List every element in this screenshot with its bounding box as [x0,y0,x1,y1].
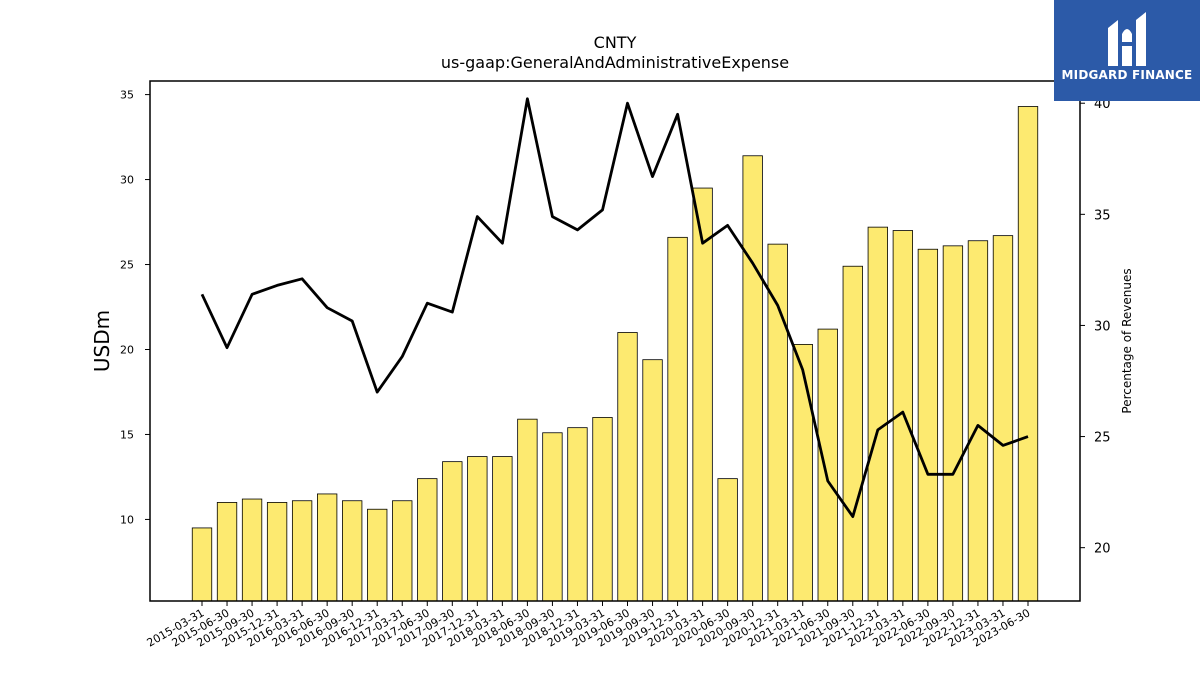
bar [817,328,838,602]
bar [942,245,964,602]
y2-tick-label: 30 [1094,319,1111,334]
bar [417,478,438,602]
y2-axis-label: Percentage of Revenues [1120,268,1134,413]
bar [842,265,863,602]
chart-subtitle: us-gaap:GeneralAndAdministrativeExpense [441,53,789,72]
y-tick-label: 35 [120,89,134,102]
bar [667,236,688,602]
bar [342,500,363,602]
bar [992,235,1014,602]
bar [467,456,488,602]
y-tick-label: 25 [120,259,134,272]
bar [792,343,813,602]
bar [392,500,413,602]
bar [617,332,638,602]
bar [517,418,538,602]
midgard-logo-icon [1108,12,1146,66]
y-tick-label: 10 [120,513,134,526]
y-tick-label: 30 [120,174,134,187]
bar [642,359,663,602]
bar [967,240,989,602]
brand-name: MIDGARD FINANCE [1061,68,1193,82]
bar [567,427,588,602]
bar [867,226,888,602]
bar [241,498,263,602]
y-tick-label: 20 [120,343,134,356]
bar [367,508,388,602]
bar [317,493,338,602]
brand-logo: MIDGARD FINANCE [1054,0,1200,101]
bar [216,502,238,602]
bar [742,155,763,602]
bar [1017,106,1039,602]
bar [542,432,563,602]
percentage-line [200,97,1029,518]
bar-series [191,106,1039,602]
y-tick-label: 15 [120,428,134,441]
y2-tick-label: 20 [1094,542,1111,557]
chart-title: CNTY [594,33,637,52]
y-axis-label: USDm [90,310,114,372]
bar [291,500,313,602]
bar [191,527,213,602]
bar [692,187,713,602]
bar [917,248,939,602]
x-axis-ticks: 2015-03-312015-06-302015-09-302015-12-31… [145,601,1033,650]
bar [592,417,613,602]
y2-tick-label: 25 [1094,431,1111,446]
plot-frame [149,80,1081,602]
left-axis-ticks: 10 15 20 25 30 35 [120,89,150,526]
bar [442,461,463,602]
bar [767,243,788,602]
y2-tick-label: 35 [1094,208,1111,223]
bar [717,478,738,602]
bar [266,502,288,602]
bar [492,456,513,602]
